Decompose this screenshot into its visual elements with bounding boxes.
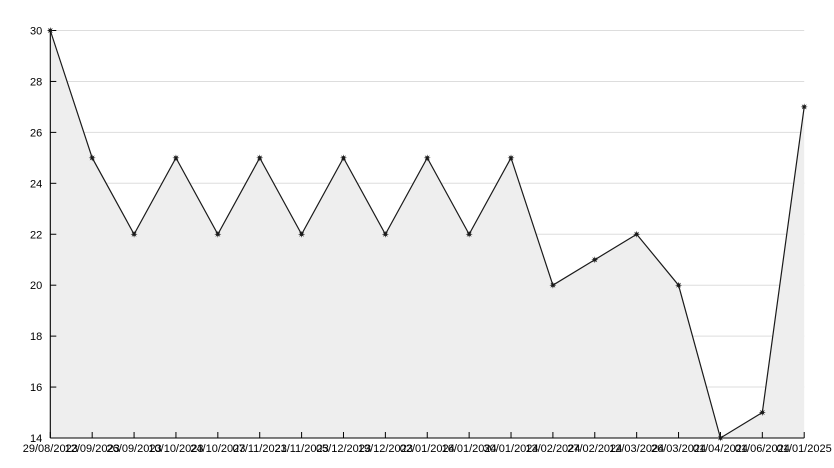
svg-text:22: 22 — [30, 229, 42, 241]
svg-text:28: 28 — [30, 76, 42, 88]
svg-text:18: 18 — [30, 331, 42, 343]
svg-text:16: 16 — [30, 382, 42, 394]
svg-text:01/01/2025: 01/01/2025 — [777, 443, 832, 455]
svg-text:26: 26 — [30, 127, 42, 139]
svg-text:20: 20 — [30, 280, 42, 292]
svg-text:24: 24 — [30, 178, 42, 190]
svg-text:30: 30 — [30, 26, 42, 38]
